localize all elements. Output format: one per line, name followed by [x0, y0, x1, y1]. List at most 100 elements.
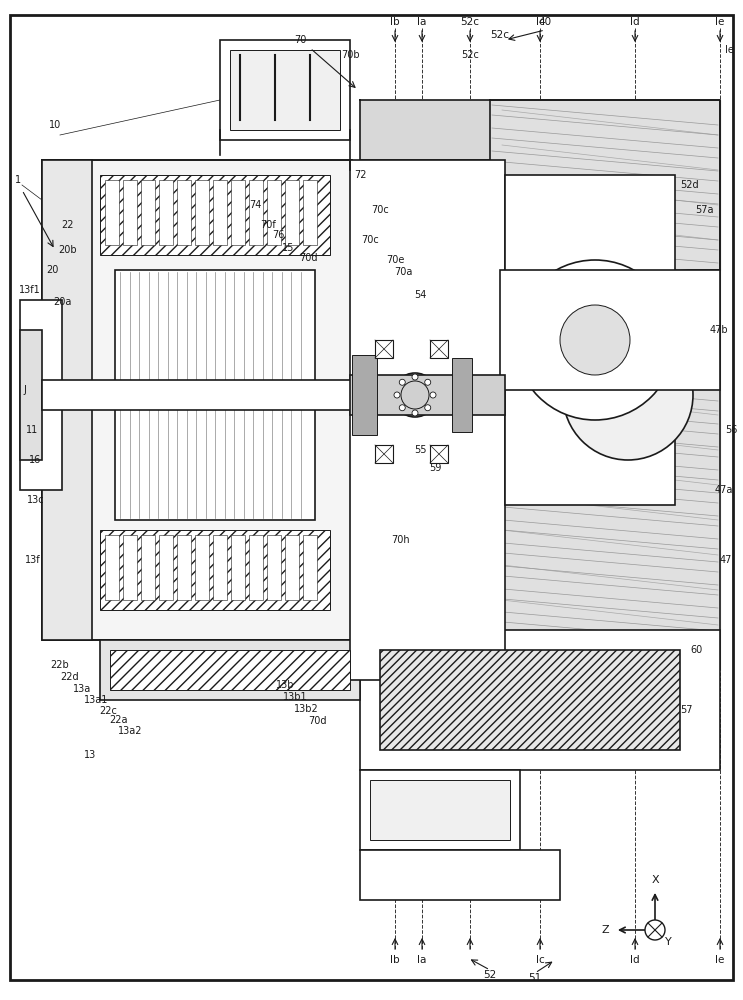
Text: Ic: Ic	[536, 17, 545, 27]
Bar	[195, 180, 209, 245]
Bar	[303, 535, 317, 600]
Bar	[123, 535, 137, 600]
Bar	[430, 340, 448, 358]
Text: 70a: 70a	[394, 267, 412, 277]
Bar	[159, 180, 173, 245]
Text: 20a: 20a	[53, 297, 71, 307]
Text: Ie: Ie	[716, 17, 724, 27]
Text: 22b: 22b	[51, 660, 69, 670]
Bar	[350, 375, 505, 415]
Text: 22a: 22a	[110, 715, 129, 725]
Text: 74: 74	[249, 200, 262, 210]
Bar	[42, 160, 92, 640]
Circle shape	[560, 305, 630, 375]
Text: 22c: 22c	[99, 706, 117, 716]
Text: J: J	[24, 385, 27, 395]
Circle shape	[399, 405, 405, 411]
Text: 52: 52	[484, 970, 496, 980]
Text: 52c: 52c	[490, 30, 510, 40]
Text: 22: 22	[62, 220, 74, 230]
Text: Ia: Ia	[418, 17, 426, 27]
Text: 13: 13	[84, 750, 96, 760]
Bar	[110, 650, 350, 690]
Text: 70d: 70d	[299, 253, 317, 263]
Bar	[285, 180, 299, 245]
Text: 55: 55	[414, 445, 426, 455]
Circle shape	[401, 381, 429, 409]
Text: 47a: 47a	[715, 485, 733, 495]
Text: 52d: 52d	[680, 180, 698, 190]
Text: 13b2: 13b2	[293, 704, 318, 714]
Bar	[141, 535, 155, 600]
Bar	[105, 180, 119, 245]
Bar	[213, 535, 227, 600]
Text: 13c: 13c	[27, 495, 45, 505]
Text: Ie: Ie	[716, 955, 724, 965]
Bar	[42, 380, 492, 410]
Text: 51: 51	[528, 973, 542, 983]
Text: 57: 57	[680, 705, 692, 715]
Bar	[452, 358, 472, 432]
Circle shape	[393, 373, 437, 417]
Circle shape	[515, 260, 675, 420]
Polygon shape	[490, 100, 720, 670]
Bar	[375, 445, 393, 463]
Circle shape	[430, 392, 436, 398]
Text: 57a: 57a	[695, 205, 713, 215]
Bar	[159, 535, 173, 600]
Text: 52c: 52c	[461, 50, 479, 60]
Bar	[352, 355, 377, 435]
Bar	[350, 160, 505, 680]
Text: 70c: 70c	[361, 235, 379, 245]
Bar	[141, 180, 155, 245]
Text: 70f: 70f	[260, 220, 276, 230]
Text: 56: 56	[725, 425, 737, 435]
Circle shape	[394, 392, 400, 398]
Bar	[230, 50, 340, 130]
Text: 10: 10	[49, 120, 61, 130]
Text: Id: Id	[630, 17, 640, 27]
Text: 13a: 13a	[73, 684, 91, 694]
Text: 13b1: 13b1	[282, 692, 308, 702]
Bar	[177, 535, 191, 600]
Text: 13f1: 13f1	[19, 285, 41, 295]
Text: 70d: 70d	[308, 716, 326, 726]
Text: 13a1: 13a1	[84, 695, 108, 705]
Bar	[360, 770, 520, 850]
Text: Ie: Ie	[725, 45, 734, 55]
Text: 70h: 70h	[391, 535, 409, 545]
Text: 60: 60	[690, 645, 702, 655]
Bar	[42, 160, 352, 640]
Bar	[267, 180, 281, 245]
Circle shape	[425, 405, 431, 411]
Text: Ib: Ib	[390, 17, 400, 27]
Text: 13b: 13b	[276, 680, 294, 690]
Bar	[430, 445, 448, 463]
Text: 15: 15	[282, 243, 294, 253]
Text: 70: 70	[293, 35, 306, 45]
Bar	[285, 535, 299, 600]
Text: 70e: 70e	[386, 255, 404, 265]
Bar	[267, 535, 281, 600]
Text: X: X	[651, 875, 659, 885]
Text: 13a2: 13a2	[117, 726, 142, 736]
Bar	[303, 180, 317, 245]
Bar	[177, 180, 191, 245]
Bar	[375, 340, 393, 358]
Text: 52c: 52c	[461, 17, 479, 27]
Bar	[249, 180, 263, 245]
Text: 40: 40	[539, 17, 551, 27]
Text: Ic: Ic	[536, 955, 545, 965]
Text: Id: Id	[630, 955, 640, 965]
Text: 72: 72	[354, 170, 366, 180]
Bar	[360, 630, 720, 770]
Circle shape	[399, 379, 405, 385]
Text: 59: 59	[429, 463, 441, 473]
Bar	[20, 300, 62, 490]
Circle shape	[425, 379, 431, 385]
Bar	[380, 650, 680, 750]
Bar	[213, 180, 227, 245]
Bar	[505, 175, 675, 505]
Text: 70c: 70c	[371, 205, 389, 215]
Circle shape	[412, 374, 418, 380]
